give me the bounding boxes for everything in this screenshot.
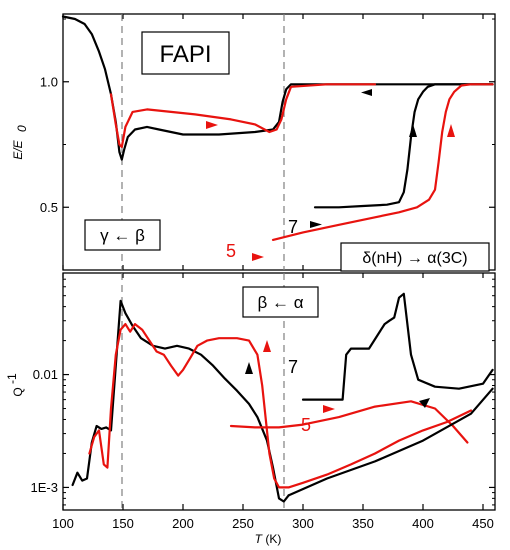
bottom-red-arrow-marker [323, 405, 335, 413]
gamma-beta-box-text: γ ← β [100, 226, 145, 245]
bottom-series-line-1 [71, 299, 290, 503]
bottom-y-tick-label: 1E-3 [31, 480, 58, 495]
top-red-arrow-marker [206, 121, 218, 129]
bottom-black-vert-arrow-marker [245, 362, 253, 374]
top-series-line-4 [271, 83, 494, 241]
bottom-plot-frame [62, 272, 496, 511]
bottom-curve-label-5: 5 [301, 415, 311, 435]
bottom-x-tick-label: 400 [412, 516, 434, 531]
top-series-line-1 [61, 15, 494, 161]
bottom-series-line-2 [88, 323, 473, 489]
bottom-x-tick-label: 200 [172, 516, 194, 531]
top-y-axis-label-sub: 0 [15, 125, 29, 132]
bottom-series-line-3 [301, 292, 494, 401]
title-box-text: FAPI [159, 41, 211, 68]
top-red-vert-arrow-marker [447, 124, 455, 137]
top-plot-frame [62, 13, 496, 271]
gamma-beta-box-frame [84, 219, 161, 251]
top-series-group [61, 15, 494, 241]
bottom-y-axis-label-sup: -1 [5, 373, 19, 384]
top-y-tick-label: 1.0 [40, 74, 58, 89]
bottom-x-tick-label: 100 [52, 516, 74, 531]
bottom-series-group [71, 292, 494, 503]
beta-alpha-box-frame [242, 286, 319, 318]
bottom-x-tick-label: 300 [292, 516, 314, 531]
bottom-x-tick-label: 250 [232, 516, 254, 531]
top-7-arrow-marker [310, 221, 322, 228]
top-5-arrow-marker [252, 253, 264, 261]
top-black-arrow-marker [361, 89, 372, 96]
bottom-series-line-4 [229, 400, 469, 444]
top-curve-label-5: 5 [226, 241, 236, 261]
top-y-axis-label-main: E/E [11, 139, 25, 159]
x-axis-label-main: T [255, 532, 264, 546]
bottom-y-tick-label: 0.01 [33, 367, 58, 382]
top-series-line-2 [109, 83, 377, 149]
bottom-x-tick-label: 150 [112, 516, 134, 531]
top-curve-label-7: 7 [288, 217, 298, 237]
bottom-x-tick-label: 350 [352, 516, 374, 531]
bottom-series-line-5 [287, 387, 494, 497]
delta-alpha-box-text: δ(nH) → α(3C) [362, 250, 467, 267]
bottom-panel: 100 150 200 250 300 350 400 450 1E-3 0.01 β ← α 7… [5, 272, 496, 546]
title-box-frame [141, 31, 230, 75]
x-axis-label: T (K) [255, 532, 282, 546]
bottom-y-axis-label: Q -1 [5, 373, 25, 397]
bottom-x-tick-label: 450 [472, 516, 494, 531]
top-y-axis-label: E/E 0 [11, 125, 29, 160]
top-panel: 0.5 1.0 FAPI γ ← β δ(nH) → α(3C) 7 5 E/E … [11, 13, 496, 272]
delta-alpha-box-frame [340, 242, 490, 272]
top-series-line-3 [313, 83, 494, 209]
beta-alpha-box-text: β ← α [257, 293, 303, 312]
bottom-red-vert-arrow-marker [263, 340, 271, 352]
top-black-vert-arrow-marker [409, 124, 417, 137]
bottom-ticks: 100 150 200 250 300 350 400 450 1E-3 0.01 [31, 273, 495, 531]
x-axis-label-unit: (K) [262, 532, 281, 546]
bottom-black-arrow-marker [419, 398, 430, 408]
bottom-y-axis-label-main: Q [11, 387, 25, 396]
bottom-curve-label-7: 7 [288, 357, 298, 377]
top-y-tick-label: 0.5 [40, 200, 58, 215]
